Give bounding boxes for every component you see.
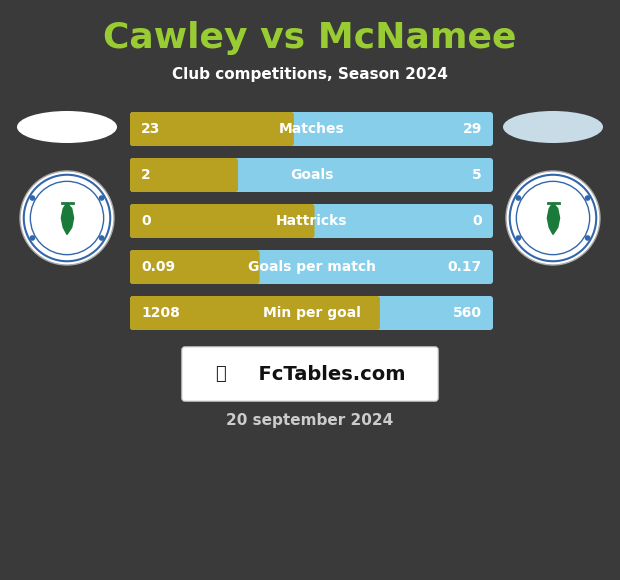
Polygon shape — [61, 203, 74, 234]
Circle shape — [506, 171, 600, 265]
FancyBboxPatch shape — [130, 112, 493, 146]
Text: 29: 29 — [463, 122, 482, 136]
Text: Matches: Matches — [278, 122, 344, 136]
FancyBboxPatch shape — [130, 296, 380, 330]
Circle shape — [516, 195, 521, 201]
Text: Goals per match: Goals per match — [247, 260, 376, 274]
Circle shape — [585, 235, 590, 241]
Text: Goals: Goals — [290, 168, 333, 182]
FancyBboxPatch shape — [130, 158, 493, 192]
Text: 23: 23 — [141, 122, 161, 136]
Text: Cawley vs McNamee: Cawley vs McNamee — [104, 21, 516, 55]
FancyBboxPatch shape — [130, 204, 493, 238]
Text: Hattricks: Hattricks — [276, 214, 347, 228]
Text: 📊: 📊 — [215, 365, 226, 383]
Text: 0.09: 0.09 — [141, 260, 175, 274]
Circle shape — [516, 235, 521, 241]
Text: 0: 0 — [472, 214, 482, 228]
Circle shape — [99, 195, 104, 201]
Text: 1208: 1208 — [141, 306, 180, 320]
Circle shape — [30, 235, 35, 241]
Text: 20 september 2024: 20 september 2024 — [226, 412, 394, 427]
Text: 0.17: 0.17 — [448, 260, 482, 274]
Text: Club competitions, Season 2024: Club competitions, Season 2024 — [172, 67, 448, 82]
FancyBboxPatch shape — [130, 158, 238, 192]
Polygon shape — [547, 203, 560, 234]
Ellipse shape — [17, 111, 117, 143]
Text: 0: 0 — [141, 214, 151, 228]
Text: 560: 560 — [453, 306, 482, 320]
Circle shape — [20, 171, 114, 265]
FancyBboxPatch shape — [130, 250, 260, 284]
FancyBboxPatch shape — [182, 347, 438, 401]
Circle shape — [30, 195, 35, 201]
Ellipse shape — [503, 111, 603, 143]
Circle shape — [585, 195, 590, 201]
FancyBboxPatch shape — [130, 296, 493, 330]
Text: 2: 2 — [141, 168, 151, 182]
Text: Min per goal: Min per goal — [262, 306, 360, 320]
FancyBboxPatch shape — [130, 112, 294, 146]
Text: 5: 5 — [472, 168, 482, 182]
Text: FcTables.com: FcTables.com — [245, 364, 405, 383]
FancyBboxPatch shape — [130, 250, 493, 284]
Circle shape — [99, 235, 104, 241]
FancyBboxPatch shape — [130, 204, 314, 238]
